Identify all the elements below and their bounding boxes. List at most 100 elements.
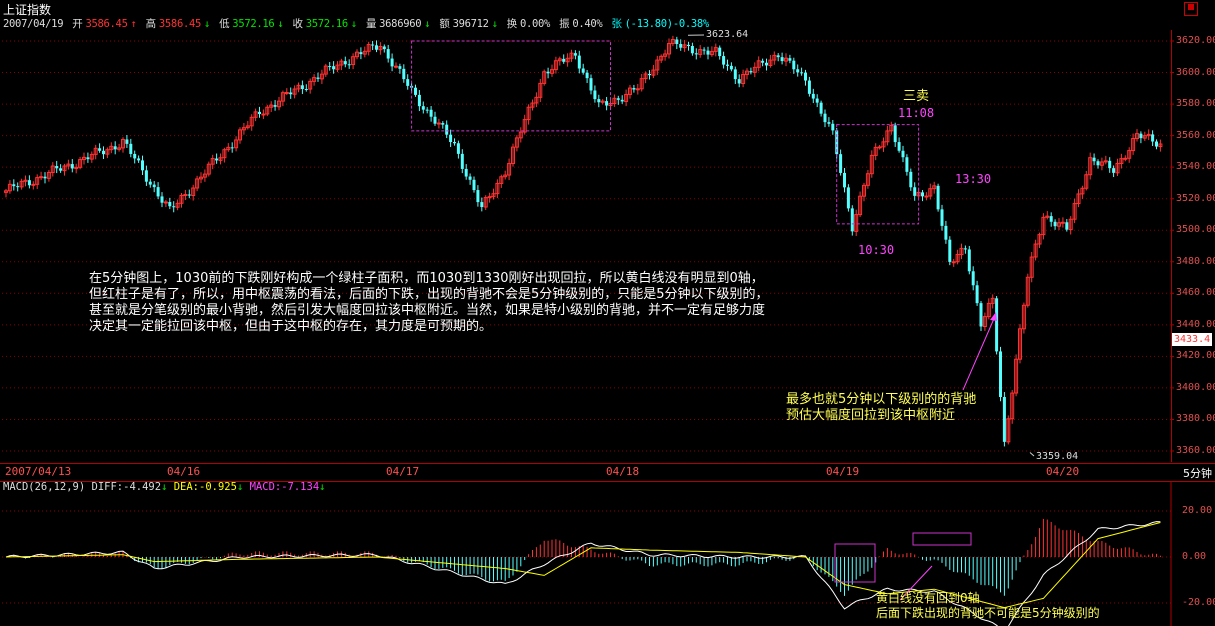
candle-body [858, 195, 863, 216]
candle-body [296, 84, 301, 90]
candle-body [624, 93, 629, 102]
candle-body [955, 254, 960, 263]
period-selector[interactable]: 5分钟 [1183, 467, 1212, 480]
candle-body [179, 194, 184, 204]
price-tick-label: 3380.00 [1176, 413, 1215, 425]
candle-body [718, 47, 722, 57]
candle-body [745, 70, 749, 75]
candle-body [690, 46, 694, 54]
diff-line [5, 521, 1161, 626]
candle-body [265, 106, 270, 115]
candle-body [605, 101, 609, 106]
candle-body [687, 44, 690, 47]
candle-body [682, 44, 687, 49]
candle-body [456, 143, 460, 154]
candle-body [959, 247, 964, 256]
candle-body [1096, 161, 1100, 166]
candle-body [522, 119, 527, 133]
candle-body [780, 57, 784, 62]
candle-body [398, 66, 402, 69]
candle-body [491, 193, 496, 198]
candle-body [421, 106, 425, 110]
candle-body [210, 158, 215, 165]
zhongshu-box [836, 124, 920, 225]
candle-body [273, 105, 277, 107]
candle-body [1021, 304, 1026, 330]
price-tick-label: 3520.00 [1176, 192, 1215, 204]
candle-body [323, 65, 328, 75]
candle-body [175, 202, 180, 208]
candle-body [187, 194, 191, 196]
candle-body [89, 153, 94, 160]
candle-body [772, 54, 777, 61]
candle-body [152, 184, 156, 188]
candle-body [726, 64, 729, 66]
note-line: 甚至就是分笔级别的最小背驰，然后引发大幅度回拉该中枢附近。当然，如果是特小级别的… [89, 303, 766, 318]
candle-body [1072, 203, 1077, 220]
candle-body [1049, 216, 1053, 222]
close-label: 收 [292, 18, 304, 30]
macd-tick-label: 20.00 [1182, 505, 1213, 516]
candle-body [1084, 174, 1089, 189]
candle-body [921, 192, 924, 197]
candle-body [951, 261, 956, 264]
candle-body [869, 154, 874, 175]
date-label: 2007/04/13 [5, 465, 72, 478]
candle-body [581, 68, 585, 73]
candle-body [487, 196, 492, 199]
candle-body [796, 69, 800, 73]
candle-body [573, 53, 577, 56]
candle-body [940, 209, 944, 226]
candle-body [141, 160, 144, 171]
candle-body [1108, 160, 1112, 169]
candle-body [284, 92, 289, 95]
candle-body [982, 316, 987, 328]
candle-body [792, 60, 796, 70]
candle-body [27, 180, 31, 186]
candle-body [768, 59, 773, 66]
candle-body [784, 57, 788, 62]
candle-body [1002, 396, 1006, 442]
candle-body [1025, 276, 1030, 306]
candle-body [1060, 221, 1065, 224]
candle-body [538, 82, 543, 98]
candle-body [222, 149, 227, 159]
candle-body [963, 248, 967, 250]
candle-body [733, 69, 737, 80]
candle-body [206, 163, 211, 175]
price-tick-label: 3400.00 [1176, 381, 1215, 393]
candle-body [1155, 141, 1158, 147]
candle-body [507, 163, 512, 176]
candle-body [199, 176, 203, 180]
candle-body [694, 53, 698, 55]
candle-body [971, 271, 975, 286]
candle-body [226, 146, 231, 151]
candle-body [31, 183, 36, 186]
candle-body [312, 77, 317, 82]
candle-body [468, 176, 472, 180]
candle-body [218, 157, 223, 161]
price-tick-label: 3360.00 [1176, 445, 1215, 456]
candle-body [827, 122, 831, 124]
candle-body [234, 139, 239, 149]
candle-body [877, 146, 882, 149]
maximize-icon[interactable] [1184, 2, 1198, 16]
time-label-1108: 11:08 [898, 106, 935, 120]
candle-body [371, 44, 375, 46]
candle-body [995, 298, 999, 352]
candle-body [526, 106, 531, 121]
candle-body [202, 173, 207, 178]
high-mark-label: 3623.64 [706, 29, 749, 40]
candle-body [655, 59, 660, 71]
divergence-arrow [962, 313, 997, 391]
candle-body [1158, 143, 1163, 148]
candle-body [4, 190, 8, 193]
candle-body [897, 142, 901, 151]
note-line: 决定其一定能拉回该中枢，但由于这中枢的存在，其力度是可预期的。 [89, 319, 493, 334]
candle-body [597, 99, 601, 103]
candle-body [332, 66, 336, 70]
candle-body [191, 187, 196, 197]
candle-body [999, 351, 1002, 397]
candle-body [948, 239, 952, 262]
